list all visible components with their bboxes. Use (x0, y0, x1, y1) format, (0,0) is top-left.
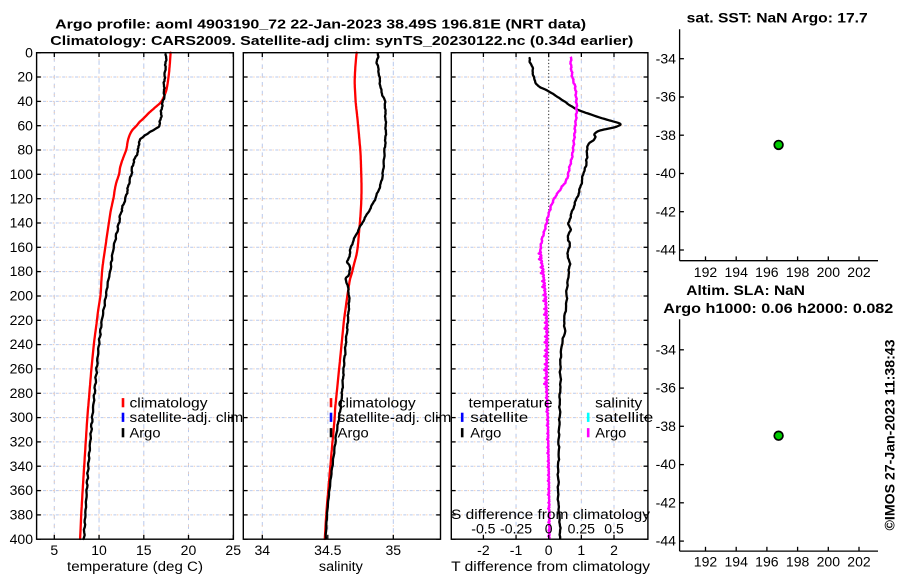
svg-text:160: 160 (10, 240, 33, 255)
svg-text:260: 260 (10, 362, 33, 377)
svg-text:20: 20 (17, 70, 33, 85)
svg-text:0: 0 (25, 45, 33, 60)
svg-text:salinity: salinity (595, 395, 642, 410)
svg-text:salinity: salinity (319, 559, 363, 574)
svg-text:-40: -40 (656, 166, 676, 181)
svg-text:-0.25: -0.25 (500, 521, 532, 536)
svg-text:180: 180 (10, 264, 33, 279)
svg-text:-34: -34 (656, 51, 677, 66)
svg-text:192: 192 (694, 265, 717, 280)
svg-text:T difference from climatology: T difference from climatology (451, 559, 650, 574)
svg-text:400: 400 (10, 532, 33, 547)
svg-text:300: 300 (10, 410, 33, 425)
svg-text:196: 196 (755, 555, 778, 570)
svg-text:200: 200 (817, 555, 840, 570)
svg-text:194: 194 (725, 555, 749, 570)
svg-text:380: 380 (10, 507, 33, 522)
svg-text:Argo: Argo (338, 425, 369, 440)
svg-text:220: 220 (10, 313, 33, 328)
svg-text:satellite: satellite (595, 410, 653, 425)
svg-text:-42: -42 (656, 495, 676, 510)
svg-text:Altim. SLA: NaN: Altim. SLA: NaN (686, 283, 805, 298)
svg-text:35: 35 (386, 543, 402, 558)
svg-text:198: 198 (786, 555, 809, 570)
svg-text:34.5: 34.5 (314, 543, 341, 558)
svg-text:2: 2 (610, 543, 618, 558)
svg-text:200: 200 (817, 265, 840, 280)
svg-text:satellite-adj. clim: satellite-adj. clim (338, 410, 452, 425)
svg-text:-1: -1 (510, 543, 523, 558)
svg-text:280: 280 (10, 386, 33, 401)
svg-text:-38: -38 (656, 128, 676, 143)
svg-text:-40: -40 (656, 457, 676, 472)
svg-text:Argo: Argo (470, 425, 501, 440)
svg-text:15: 15 (136, 543, 152, 558)
svg-text:198: 198 (786, 265, 809, 280)
svg-text:40: 40 (17, 94, 33, 109)
svg-text:360: 360 (10, 483, 33, 498)
svg-text:240: 240 (10, 337, 33, 352)
svg-text:temperature (deg C): temperature (deg C) (67, 559, 203, 574)
svg-text:202: 202 (847, 555, 870, 570)
svg-text:-0.5: -0.5 (471, 521, 495, 536)
svg-text:temperature: temperature (469, 395, 553, 410)
svg-text:Argo: Argo (595, 425, 626, 440)
svg-text:194: 194 (725, 265, 749, 280)
svg-text:Argo profile: aoml 4903190_72: Argo profile: aoml 4903190_72 22-Jan-202… (55, 17, 586, 32)
svg-text:sat. SST: NaN Argo: 17.7: sat. SST: NaN Argo: 17.7 (687, 11, 868, 26)
svg-text:5: 5 (50, 543, 58, 558)
svg-text:-44: -44 (656, 534, 677, 549)
svg-text:satellite-adj. clim: satellite-adj. clim (130, 410, 244, 425)
svg-text:340: 340 (10, 459, 33, 474)
svg-text:1: 1 (577, 543, 585, 558)
svg-text:Climatology: CARS2009. Satelli: Climatology: CARS2009. Satellite-adj cli… (50, 33, 633, 48)
svg-text:10: 10 (91, 543, 107, 558)
svg-text:0: 0 (545, 543, 553, 558)
svg-text:satellite: satellite (470, 410, 528, 425)
svg-text:0.25: 0.25 (568, 521, 595, 536)
svg-text:25: 25 (225, 543, 241, 558)
svg-text:80: 80 (17, 143, 33, 158)
svg-text:120: 120 (10, 191, 33, 206)
svg-text:-44: -44 (656, 243, 677, 258)
svg-text:-42: -42 (656, 204, 676, 219)
svg-text:20: 20 (181, 543, 197, 558)
svg-text:Argo h1000: 0.06 h2000: 0.082: Argo h1000: 0.06 h2000: 0.082 (663, 301, 893, 316)
svg-text:©IMOS 27-Jan-2023 11:38:43: ©IMOS 27-Jan-2023 11:38:43 (883, 340, 898, 531)
svg-text:192: 192 (694, 555, 717, 570)
svg-text:-2: -2 (477, 543, 490, 558)
svg-text:climatology: climatology (338, 395, 416, 410)
svg-text:-38: -38 (656, 419, 676, 434)
svg-text:-36: -36 (656, 381, 676, 396)
svg-text:-34: -34 (656, 342, 677, 357)
svg-text:202: 202 (847, 265, 870, 280)
svg-text:60: 60 (17, 118, 33, 133)
svg-text:-36: -36 (656, 90, 676, 105)
svg-text:0: 0 (545, 521, 553, 536)
svg-text:0.5: 0.5 (604, 521, 624, 536)
svg-text:34: 34 (255, 543, 271, 558)
svg-text:320: 320 (10, 435, 33, 450)
svg-text:196: 196 (755, 265, 778, 280)
svg-text:100: 100 (10, 167, 33, 182)
svg-text:Argo: Argo (130, 425, 161, 440)
svg-text:climatology: climatology (130, 395, 208, 410)
svg-text:200: 200 (10, 289, 33, 304)
svg-text:S difference from climatology: S difference from climatology (451, 507, 650, 522)
svg-text:140: 140 (10, 216, 33, 231)
